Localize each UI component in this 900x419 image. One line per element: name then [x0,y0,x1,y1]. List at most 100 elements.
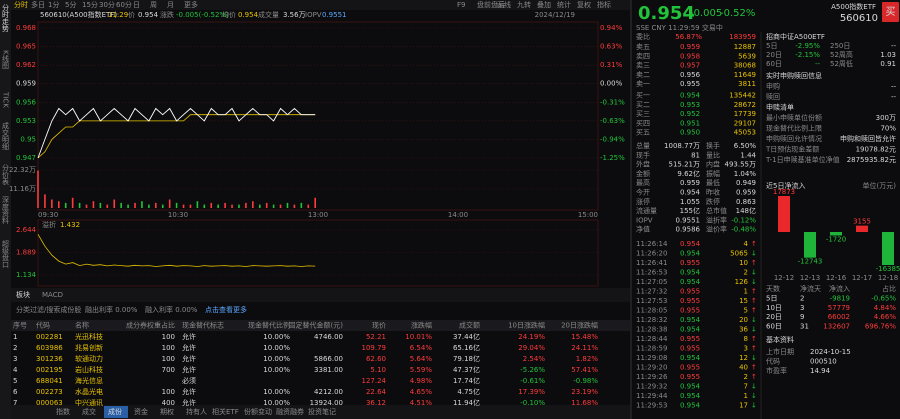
flow-unit: 单位(万元) [863,181,897,190]
search-hint[interactable]: 分类过滤/搜索成份股 [16,305,81,314]
flow-value: 17873 [773,188,795,196]
flow-bar [830,232,842,236]
info-avg: 0.954 [238,11,259,19]
table-header: 成交额 [459,321,480,330]
book-price: 0.958 [680,52,700,60]
flow-date: 12-18 [878,274,898,282]
period-tab[interactable]: 分时 [14,0,28,9]
sidebar-tab[interactable]: 成交明细 [2,121,10,151]
volume-bar [71,197,74,208]
period-tab[interactable]: 60分 [116,0,132,9]
volume-bar [161,204,164,208]
period-tab[interactable]: 15分 [82,0,98,9]
book-volume: 38068 [734,62,756,70]
fund-name: 招商中证A500ETF [766,32,825,41]
table-cell[interactable]: 兆易创新 [75,343,103,352]
period-tab[interactable]: 多日 [31,0,45,9]
panel-tab[interactable]: 板块 [16,290,30,299]
table-header: 现价 [372,322,386,330]
tick-side: ↑ [751,307,757,315]
tick-volume: 2 [744,269,748,277]
iopv-line [37,234,316,267]
buy-label[interactable]: 买 [886,6,896,18]
table-cell: 10.00% [263,344,290,352]
tool-button[interactable]: 画线 [497,0,511,9]
book-price: 0.959 [680,43,700,51]
tool-button[interactable]: 统计 [557,0,571,9]
fund-item: T-1日申赎基准单位净值 [765,155,840,164]
table-cell: 22.64 [366,388,387,396]
bottom-tab[interactable]: 期权 [160,407,174,416]
basic-value: 2024-10-15 [810,348,851,356]
tool-button[interactable]: F9 [457,1,465,9]
bottom-tab[interactable]: 投资笔记 [308,407,336,416]
tool-button[interactable]: 复权 [577,0,591,9]
bottom-tab[interactable]: 相关ETF [212,407,239,416]
period-tab[interactable]: 更多 [184,0,198,9]
table-cell[interactable]: 软通动力 [75,354,103,363]
table-cell[interactable]: 水晶光电 [75,387,103,396]
sidebar-tab[interactable]: TICK [2,91,10,108]
flow-value: -12743 [798,258,823,266]
sidebar-tab[interactable]: 分价表 [2,163,10,186]
table-cell: -0.10% [520,399,545,407]
period-tab[interactable]: 月 [167,1,174,9]
table-cell: 15.48% [571,333,598,341]
fund-item: 现金替代比例上限 [766,124,822,133]
sidebar-tab[interactable]: 超级盘口 [2,239,10,268]
bottom-tab[interactable]: 资金 [134,407,148,416]
book-level: 卖四 [636,52,650,60]
sidebar-tab[interactable]: K线图 [2,50,10,70]
tick-volume: 7 [744,383,748,391]
table-cell[interactable]: 光迅科技 [75,332,103,341]
sidebar-tab[interactable]: 分时走势 [2,3,10,33]
bottom-tab[interactable]: 份额变动 [244,407,272,416]
table-cell: 100 [162,344,175,352]
table-cell: 17.39% [518,388,545,396]
period-tab[interactable]: 5分 [65,0,76,9]
flow-cell: 132607 [823,322,850,330]
pct-tick-label: 0.31% [600,61,623,69]
volume-bar [64,202,67,208]
period-tab[interactable]: 1分 [48,0,59,9]
tool-button[interactable]: 指标 [597,0,611,9]
active-tab [104,406,128,418]
tool-button[interactable]: 盘前盘后 [477,0,505,9]
table-cell: 4746.00 [314,333,343,341]
ratio-label: 委比 [636,32,650,41]
volume-bar [279,204,282,208]
table-cell: 000063 [36,399,63,407]
table-cell[interactable]: 中兴通讯 [75,398,103,407]
info-vol-label: 成交量 [258,10,279,19]
tick-price: 0.954 [680,316,701,324]
tool-button[interactable]: 叠加 [537,0,551,9]
table-cell[interactable]: 岩山科技 [75,365,103,374]
bottom-tab[interactable]: 持有人 [186,407,207,416]
quote-code: 560610 [840,13,878,24]
table-cell[interactable]: 海光信息 [75,376,103,385]
bottom-tab[interactable]: 融资融券 [276,407,304,416]
quote-price: 0.954 [638,3,695,24]
tick-price: 0.954 [680,269,701,277]
panel-tab[interactable]: MACD [42,291,63,299]
period-tab[interactable]: 日 [133,1,140,9]
iopv-label: 溢折 [42,220,56,229]
tool-button[interactable]: 九转 [517,0,531,9]
period-tab[interactable]: 30分 [99,0,115,9]
tick-time: 11:29:44 [636,392,668,400]
bottom-tab[interactable]: 成交 [82,407,96,416]
book-volume: 3811 [738,80,756,88]
period-tab[interactable]: 周 [150,1,157,9]
more-link[interactable]: 点击查看更多 [205,305,247,314]
sidebar-tab[interactable]: 深度资料 [2,195,10,225]
table-cell: 002195 [36,366,63,374]
table-cell: 11.68% [571,399,598,407]
buy-button[interactable] [882,2,899,22]
bottom-tab[interactable]: 指数 [56,407,70,416]
bottom-tab[interactable]: 成份 [108,407,122,416]
volume-bar [252,201,254,208]
flow-bar [778,196,790,232]
quote-status: SSE CNY 11:29:59 交易中 [636,23,723,32]
volume-bar [224,202,226,208]
fund-value: -- [891,83,897,91]
